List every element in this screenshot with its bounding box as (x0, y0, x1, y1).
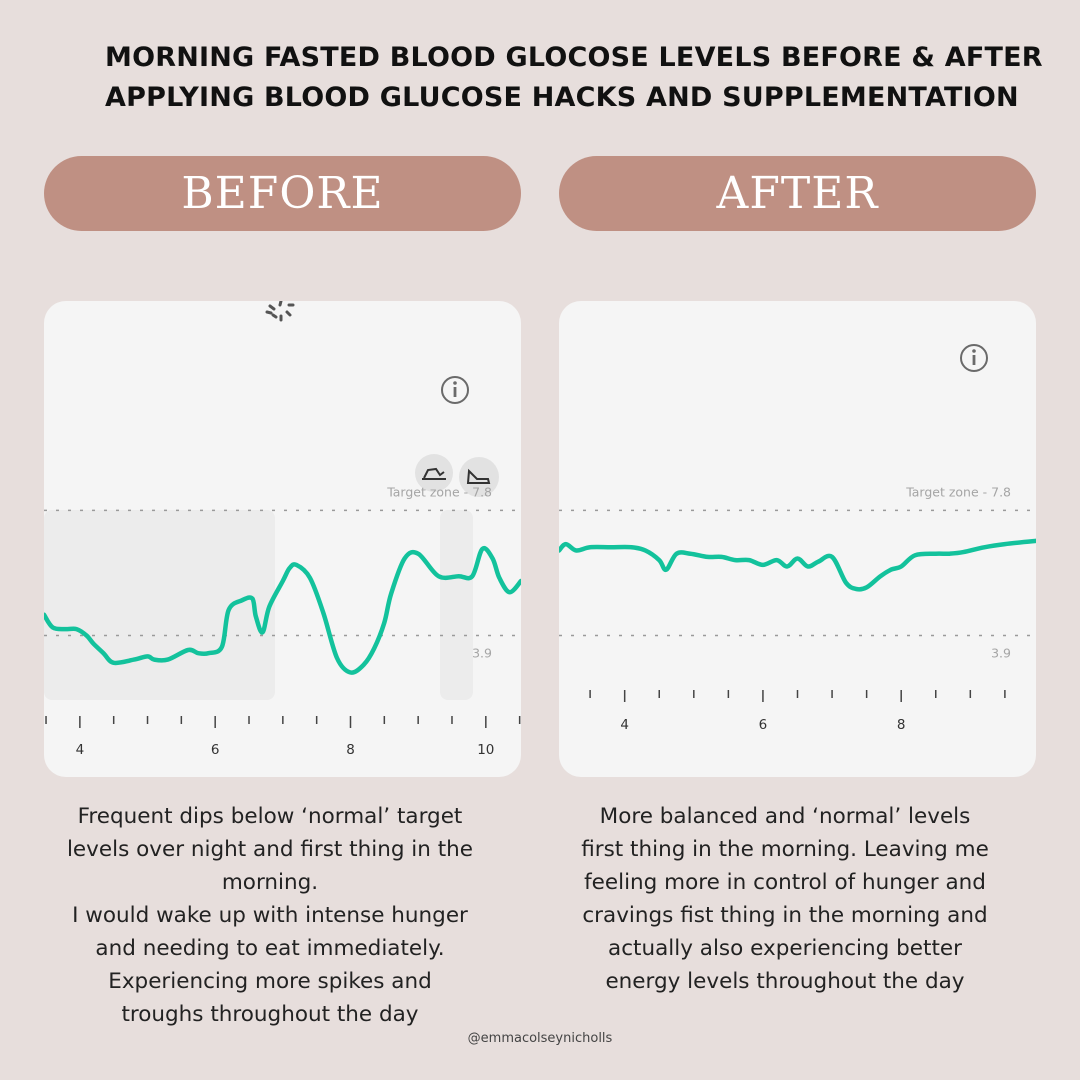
after-glucose-chart: Target zone - 7.8 3.9 4 6 8 (559, 344, 1036, 733)
after-caption: More balanced and ‘normal’ levels first t… (550, 800, 1020, 998)
caption-line: Experiencing more spikes and (108, 969, 432, 994)
page-title: MORNING FASTED BLOOD GLOCOSE LEVELS BEFO… (105, 38, 1043, 118)
after-label-pill: AFTER (559, 156, 1036, 231)
target-zone-label: Target zone - 7.8 (905, 484, 1011, 499)
caption-line: levels over night and first thing in the (66, 837, 474, 862)
caption-line: energy levels throughout the day (605, 969, 965, 994)
glucose-line (559, 538, 1036, 592)
before-caption: Frequent dips below ‘normal’ target level… (35, 800, 505, 1031)
caption-line: actually also experiencing better (608, 936, 962, 961)
shoe-icon (459, 457, 499, 497)
info-icon[interactable] (441, 376, 469, 404)
before-label-pill: BEFORE (44, 156, 521, 231)
before-label: BEFORE (181, 168, 384, 219)
glucose-line (44, 546, 521, 675)
x-axis-ticks: 4 6 8 10 (76, 742, 495, 758)
x-axis-minor-ticks (589, 690, 1006, 702)
x-tick-label: 4 (76, 742, 85, 758)
caption-line: troughs throughout the day (121, 1002, 419, 1027)
after-chart-card: Target zone - 7.8 3.9 4 6 8 (559, 301, 1036, 777)
x-tick-label: 10 (477, 742, 494, 758)
sleep-icon (415, 454, 453, 492)
loading-spinner-icon (265, 301, 295, 322)
before-chart-card: Target zone - 7.8 3.9 4 6 8 10 (44, 301, 521, 777)
x-tick-label: 4 (620, 717, 629, 733)
x-axis-ticks: 4 6 8 (620, 717, 905, 733)
caption-line: cravings fist thing in the morning and (582, 903, 988, 928)
info-icon[interactable] (960, 344, 988, 372)
x-tick-label: 6 (211, 742, 220, 758)
x-tick-label: 8 (346, 742, 355, 758)
x-axis-minor-ticks (45, 716, 521, 728)
lower-threshold-label: 3.9 (991, 646, 1011, 661)
shaded-sleep-region (44, 510, 275, 700)
title-line-1: MORNING FASTED BLOOD GLOCOSE LEVELS BEFO… (105, 42, 1043, 73)
lower-threshold-label: 3.9 (472, 646, 492, 661)
caption-line: morning. (221, 870, 319, 895)
caption-line: I would wake up with intense hunger (72, 903, 468, 928)
caption-line: and needing to eat immediately. (95, 936, 445, 961)
caption-line: first thing in the morning. Leaving me (581, 837, 989, 862)
before-glucose-chart: Target zone - 7.8 3.9 4 6 8 10 (44, 301, 521, 758)
caption-line: feeling more in control of hunger and (584, 870, 986, 895)
after-label: AFTER (716, 168, 879, 219)
x-tick-label: 6 (759, 717, 768, 733)
title-line-2: APPLYING BLOOD GLUCOSE HACKS AND SUPPLEM… (105, 82, 1019, 113)
target-zone-label: Target zone - 7.8 (386, 484, 492, 499)
author-handle: @emmacolseynicholls (467, 1031, 613, 1046)
shaded-event-region (440, 510, 473, 700)
caption-line: Frequent dips below ‘normal’ target (77, 804, 463, 829)
caption-line: More balanced and ‘normal’ levels (599, 804, 971, 829)
x-tick-label: 8 (897, 717, 906, 733)
